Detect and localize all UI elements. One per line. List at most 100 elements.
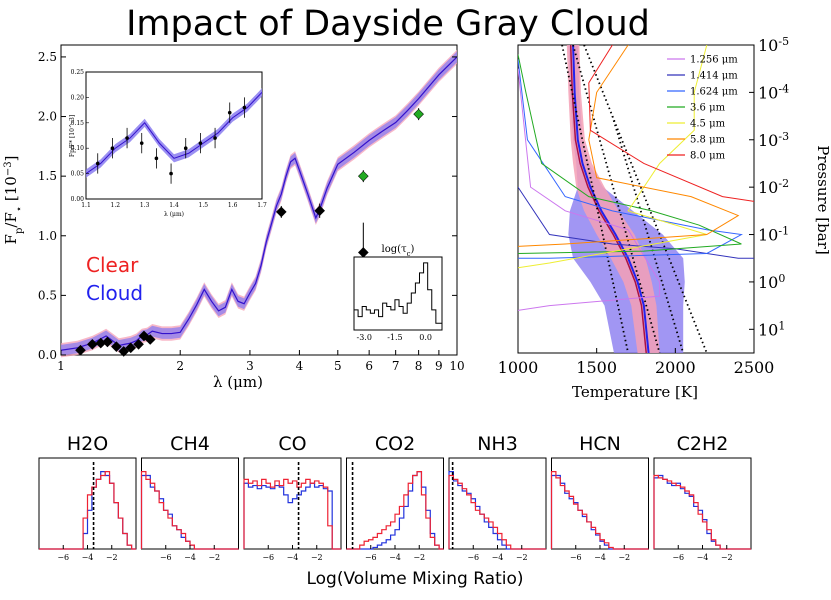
tp-legend-label: 4.5 μm xyxy=(690,119,726,130)
tp-xlabel: Temperature [K] xyxy=(572,383,698,401)
vmr-hist-clear xyxy=(243,478,341,550)
inset-xtick-label: 1.3 xyxy=(140,202,150,209)
data-point xyxy=(133,338,144,350)
vmr-histograms: H2O −6 −4 −2 CH4 −6 −4 −2 CO −6 −4 −2 CO2 −6 −4 −2 NH3 −6… xyxy=(38,433,752,562)
tp-clear-band xyxy=(566,45,660,353)
vmr-panel-title: CO2 xyxy=(375,433,415,455)
inset-ytick-label: 0.00 xyxy=(71,196,85,203)
vmr-xtick-label: −4 xyxy=(594,553,606,562)
inset-xtick-label: 1.7 xyxy=(257,202,267,209)
vmr-xtick-label: −2 xyxy=(618,553,630,562)
legend-cloud: Cloud xyxy=(86,281,143,305)
tp-xtick-label: 2500 xyxy=(734,358,775,377)
spectrum-inset: 1.1 1.2 1.3 1.4 1.5 1.6 1.7 0.00 0.05 0.10 0.15 0.2… xyxy=(69,69,267,218)
vmr-xtick-label: −2 xyxy=(106,553,118,562)
vmr-xtick-label: −4 xyxy=(82,553,94,562)
tp-legend-label: 8.0 μm xyxy=(690,151,726,162)
tp-median-cloud xyxy=(572,45,650,353)
spectrum-ytick-label: 2.0 xyxy=(38,110,57,124)
spectrum-xtick-label: 4 xyxy=(296,359,304,373)
tp-median-clear xyxy=(569,45,647,353)
vmr-xtick-label: −6 xyxy=(57,553,69,562)
tp-ytick-label: 10-5 xyxy=(758,35,789,56)
vmr-xtick-label: −2 xyxy=(311,553,323,562)
vmr-xtick-label: −6 xyxy=(672,553,684,562)
inset-point xyxy=(169,171,173,176)
vmr-panel-title: C2H2 xyxy=(677,433,729,455)
vmr-xtick-label: −4 xyxy=(287,553,299,562)
vmr-hist-cloud xyxy=(243,482,341,550)
vmr-panel-title: HCN xyxy=(579,433,621,455)
data-point xyxy=(75,344,86,356)
vmr-xtick-label: −2 xyxy=(721,553,733,562)
vmr-hist-clear xyxy=(140,471,239,550)
inset-point xyxy=(198,141,203,145)
inset-ytick-label: 0.10 xyxy=(71,145,85,152)
spectrum-ytick-label: 2.5 xyxy=(38,50,57,64)
inset-xlabel: λ (μm) xyxy=(164,211,184,218)
vmr-panel-title: CO xyxy=(278,433,306,455)
tp-ytick-label: 10-3 xyxy=(758,129,789,150)
tau-title: log(τc) xyxy=(382,244,415,258)
spectrum-ytick-label: 1.0 xyxy=(38,229,57,243)
tp-ytick-label: 10-1 xyxy=(758,224,789,245)
data-point xyxy=(95,337,107,349)
inset-xtick-label: 1.2 xyxy=(111,202,121,209)
inset-point xyxy=(183,146,188,150)
vmr-hist-clear xyxy=(346,471,444,550)
inset-point xyxy=(154,156,159,161)
vmr-xtick-label: −2 xyxy=(516,553,528,562)
spectrum-xtick-label: 6 xyxy=(365,359,373,373)
tp-dotted-line xyxy=(572,45,661,353)
inset-ytick-label: 0.05 xyxy=(71,171,85,178)
vmr-xtick-label: −4 xyxy=(697,553,709,562)
spectrum-xtick-label: 5 xyxy=(334,359,342,373)
tp-xtick-label: 2000 xyxy=(655,358,696,377)
vmr-hist-cloud xyxy=(346,471,444,550)
data-point xyxy=(358,170,369,182)
tau-xtick-label: -3.0 xyxy=(357,333,372,342)
tau-xtick-label: -1.5 xyxy=(387,333,402,342)
spectrum-xtick-label: 7 xyxy=(392,359,400,373)
vmr-xtick-label: −2 xyxy=(413,553,425,562)
tp-legend-label: 1.624 μm xyxy=(690,87,738,98)
vmr-xtick-label: −4 xyxy=(389,553,401,562)
vmr-hist-clear xyxy=(39,471,136,550)
inset-line xyxy=(85,91,263,175)
vmr-panel-title: CH4 xyxy=(170,433,210,455)
tau-inset: log(τc) -3.0 -1.5 0.0 xyxy=(353,244,443,342)
inset-ytick-label: 0.25 xyxy=(71,69,85,76)
vmr-panel-frame xyxy=(141,457,239,550)
tp-legend-label: 5.8 μm xyxy=(690,135,726,146)
spectrum-ylabel: Fp/F⋆ [10−3] xyxy=(2,156,25,245)
contribution-function-3 xyxy=(518,54,742,254)
inset-frame xyxy=(85,71,263,200)
spectrum-plot: 1 2 3 4 5 6 7 8 9 10 0.0 0.5 1.0 1.5 2.0 2.5 λ (μm) Fp… xyxy=(2,44,465,391)
figure-title: Impact of Dayside Gray Cloud xyxy=(126,4,650,44)
inset-point xyxy=(110,146,115,150)
inset-xtick-label: 1.4 xyxy=(169,202,179,209)
data-point xyxy=(314,205,325,217)
data-point xyxy=(125,342,137,354)
tp-dotted-line xyxy=(611,115,685,353)
vmr-xtick-label: −2 xyxy=(208,553,220,562)
spectrum-xtick-label: 1 xyxy=(57,359,65,373)
tp-profile-plot: 1000 1500 2000 2500 10-5 10-4 10-3 10-2 10-1 100… xyxy=(498,35,831,402)
data-point xyxy=(144,334,156,345)
inset-point xyxy=(227,110,232,115)
tp-dotted-line xyxy=(583,45,708,353)
inset-point xyxy=(139,141,144,145)
spectrum-ytick-label: 0.5 xyxy=(38,288,57,302)
tau-xtick-label: 0.0 xyxy=(419,333,432,342)
data-point xyxy=(87,338,98,350)
tp-legend-label: 3.6 μm xyxy=(690,103,726,114)
spectrum-xtick-label: 9 xyxy=(435,359,443,373)
spectrum-ytick-label: 1.5 xyxy=(38,169,57,183)
data-point xyxy=(413,108,424,120)
tp-legend-label: 1.414 μm xyxy=(690,71,738,82)
data-point xyxy=(358,247,369,258)
inset-point xyxy=(213,136,217,140)
tp-ytick-label: 10-2 xyxy=(758,177,789,198)
tp-ylabel: Pressure [bar] xyxy=(814,145,831,254)
